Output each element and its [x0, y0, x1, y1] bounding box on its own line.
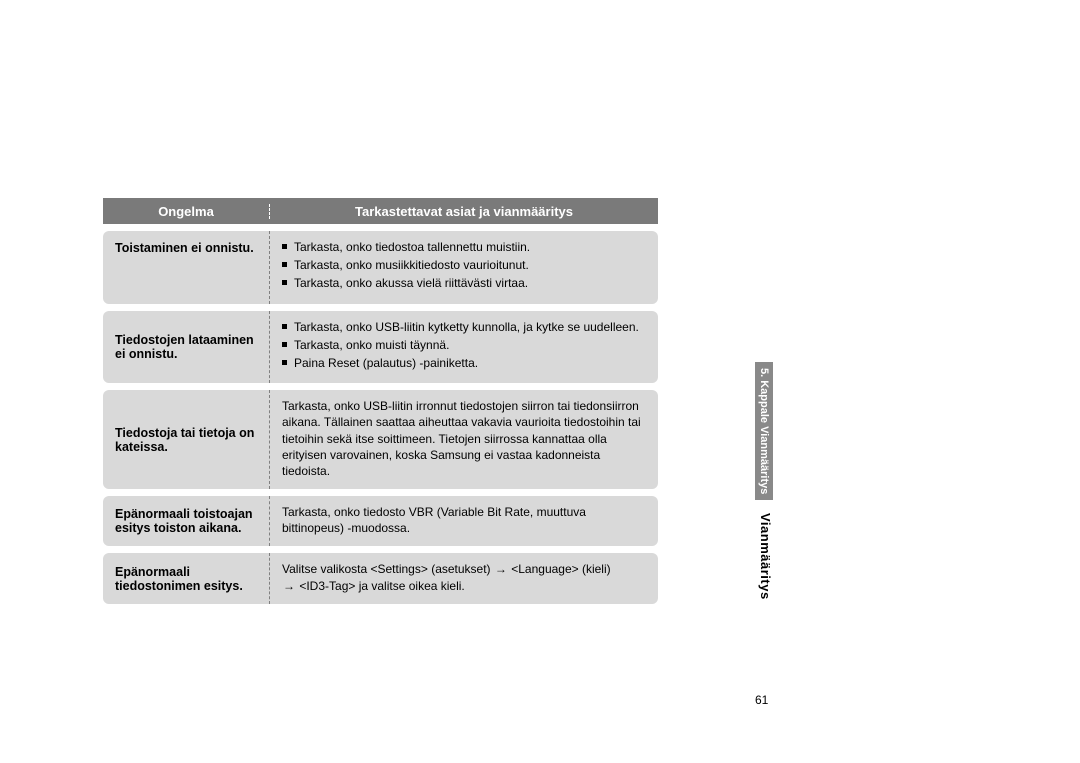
bullet-item: Tarkasta, onko musiikkitiedosto vaurioit…: [282, 257, 646, 273]
solution-cell: Valitse valikosta <Settings> (asetukset)…: [270, 553, 658, 603]
path-step: <ID3-Tag> ja valitse oikea kieli.: [299, 579, 464, 593]
bullet-item: Tarkasta, onko muisti täynnä.: [282, 337, 646, 353]
page-number: 61: [755, 693, 768, 707]
bullet-item: Tarkasta, onko USB-liitin kytketty kunno…: [282, 319, 646, 335]
arrow-icon: →: [282, 578, 296, 594]
table-row: Epänormaali tiedostonimen esitys. Valits…: [103, 553, 658, 603]
solution-cell: Tarkasta, onko USB-liitin kytketty kunno…: [270, 311, 658, 384]
header-check: Tarkastettavat asiat ja vianmääritys: [270, 204, 658, 219]
path-prefix: Valitse valikosta <Settings> (asetukset): [282, 562, 491, 576]
side-tab: 5. Kappale Vianmääritys Vianmääritys: [755, 362, 775, 605]
problem-cell: Tiedostoja tai tietoja on kateissa.: [103, 390, 270, 489]
bullet-item: Paina Reset (palautus) -painiketta.: [282, 355, 646, 371]
problem-cell: Toistaminen ei onnistu.: [103, 231, 270, 304]
table-header-row: Ongelma Tarkastettavat asiat ja vianmäär…: [103, 198, 658, 224]
arrow-icon: →: [494, 561, 508, 577]
chapter-tab: 5. Kappale Vianmääritys: [755, 362, 773, 500]
solution-cell: Tarkasta, onko USB-liitin irronnut tiedo…: [270, 390, 658, 489]
solution-cell: Tarkasta, onko tiedosto VBR (Variable Bi…: [270, 496, 658, 546]
table-row: Epänormaali toistoajan esitys toiston ai…: [103, 496, 658, 546]
table-row: Tiedostoja tai tietoja on kateissa. Tark…: [103, 390, 658, 489]
header-problem: Ongelma: [103, 204, 270, 219]
table-row: Tiedostojen lataaminen ei onnistu. Tarka…: [103, 311, 658, 384]
bullet-item: Tarkasta, onko akussa vielä riittävästi …: [282, 275, 646, 291]
section-tab: Vianmääritys: [755, 505, 776, 600]
problem-cell: Epänormaali toistoajan esitys toiston ai…: [103, 496, 270, 546]
solution-cell: Tarkasta, onko tiedostoa tallennettu mui…: [270, 231, 658, 304]
table-row: Toistaminen ei onnistu. Tarkasta, onko t…: [103, 231, 658, 304]
bullet-item: Tarkasta, onko tiedostoa tallennettu mui…: [282, 239, 646, 255]
problem-cell: Tiedostojen lataaminen ei onnistu.: [103, 311, 270, 384]
path-step: <Language> (kieli): [511, 562, 610, 576]
problem-cell: Epänormaali tiedostonimen esitys.: [103, 553, 270, 603]
troubleshooting-table: Ongelma Tarkastettavat asiat ja vianmäär…: [103, 198, 658, 604]
